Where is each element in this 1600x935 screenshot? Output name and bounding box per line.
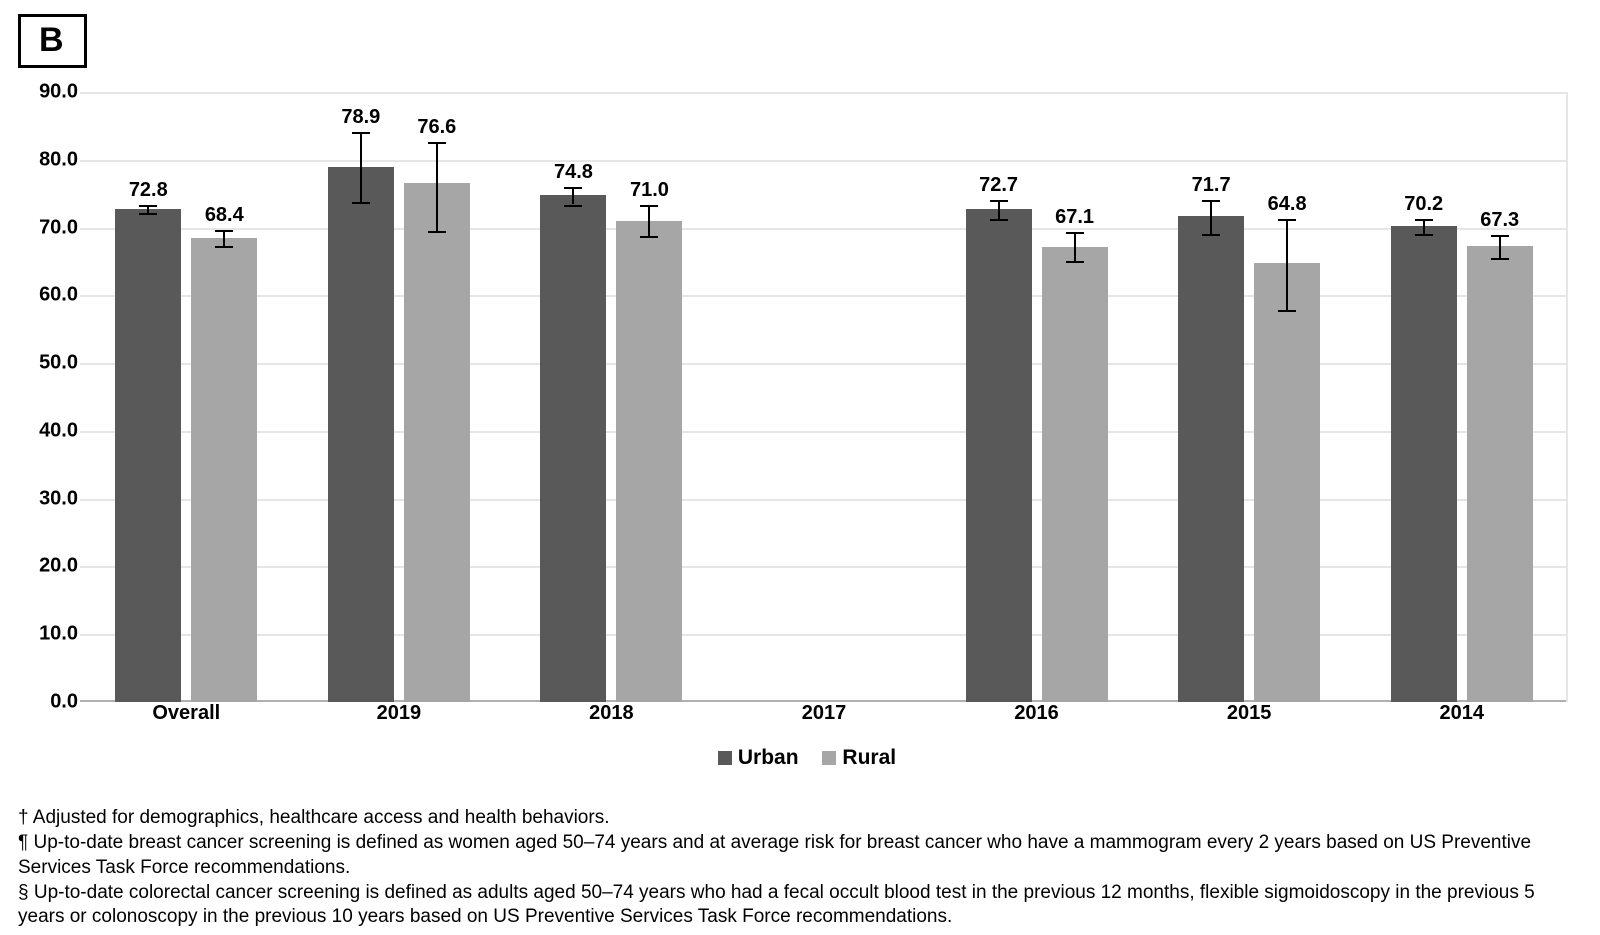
- y-tick-label: 0.0: [22, 691, 78, 714]
- error-cap: [139, 213, 157, 215]
- error-bar: [1286, 219, 1288, 310]
- bar-value-label: 71.0: [630, 179, 669, 202]
- bar-value-label: 67.1: [1055, 206, 1094, 229]
- y-tick-label: 40.0: [22, 419, 78, 442]
- bar-value-label: 64.8: [1268, 193, 1307, 216]
- error-cap: [215, 246, 233, 248]
- footnote-line: ¶ Up-to-date breast cancer screening is …: [18, 831, 1578, 880]
- bar-value-label: 72.7: [979, 174, 1018, 197]
- x-tick-label: 2015: [1227, 702, 1272, 725]
- y-tick-label: 80.0: [22, 148, 78, 171]
- error-cap: [1278, 310, 1296, 312]
- bar-rural: [1254, 263, 1320, 702]
- error-cap: [1491, 258, 1509, 260]
- footnote-line: § Up-to-date colorectal cancer screening…: [18, 881, 1578, 930]
- legend-swatch-rural: [822, 751, 836, 765]
- error-bar: [1423, 219, 1425, 234]
- error-cap: [1278, 219, 1296, 221]
- error-cap: [215, 230, 233, 232]
- footnotes: † Adjusted for demographics, healthcare …: [18, 806, 1578, 930]
- bar-rural: [404, 183, 470, 702]
- error-bar: [648, 205, 650, 236]
- gridline: [80, 634, 1566, 636]
- bar-rural: [191, 238, 257, 702]
- error-bar: [1499, 235, 1501, 258]
- error-bar: [223, 230, 225, 246]
- bar-value-label: 70.2: [1404, 193, 1443, 216]
- bar-urban: [1178, 216, 1244, 702]
- error-bar: [436, 142, 438, 231]
- screening-bar-chart: 72.8 68.4 78.9 76.6 74.8 71.0 72.7 67.1 71.7 64.8…: [18, 82, 1578, 802]
- gridline: [80, 92, 1566, 94]
- error-bar: [1210, 200, 1212, 233]
- gridline: [80, 363, 1566, 365]
- bar-rural: [1467, 246, 1533, 702]
- chart-legend: Urban Rural: [18, 746, 1578, 770]
- gridline: [80, 566, 1566, 568]
- error-cap: [1066, 232, 1084, 234]
- bar-value-label: 76.6: [417, 116, 456, 139]
- legend-swatch-urban: [718, 751, 732, 765]
- bar-urban: [1391, 226, 1457, 702]
- legend-label-urban: Urban: [738, 746, 799, 769]
- y-tick-label: 30.0: [22, 487, 78, 510]
- bar-urban: [966, 209, 1032, 702]
- error-cap: [1415, 219, 1433, 221]
- bar-rural: [616, 221, 682, 702]
- gridline: [80, 499, 1566, 501]
- bar-urban: [115, 209, 181, 702]
- error-bar: [572, 187, 574, 205]
- panel-letter-badge: B: [18, 14, 87, 68]
- error-cap: [564, 187, 582, 189]
- gridline: [80, 228, 1566, 230]
- error-cap: [352, 202, 370, 204]
- y-tick-label: 50.0: [22, 352, 78, 375]
- x-tick-label: Overall: [152, 702, 220, 725]
- bar-value-label: 68.4: [205, 204, 244, 227]
- x-tick-label: 2016: [1014, 702, 1059, 725]
- gridline: [80, 295, 1566, 297]
- error-bar: [1074, 232, 1076, 261]
- bar-urban: [540, 195, 606, 702]
- legend-label-rural: Rural: [842, 746, 896, 769]
- error-cap: [352, 132, 370, 134]
- bar-urban: [328, 167, 394, 702]
- x-tick-label: 2019: [377, 702, 422, 725]
- gridline: [80, 160, 1566, 162]
- error-cap: [428, 142, 446, 144]
- x-tick-label: 2018: [589, 702, 634, 725]
- error-cap: [640, 205, 658, 207]
- bar-value-label: 71.7: [1192, 174, 1231, 197]
- bar-value-label: 72.8: [129, 179, 168, 202]
- error-cap: [640, 236, 658, 238]
- error-cap: [990, 219, 1008, 221]
- chart-plot-area: 72.8 68.4 78.9 76.6 74.8 71.0 72.7 67.1 71.7 64.8…: [80, 92, 1568, 702]
- error-bar: [998, 200, 1000, 218]
- page: B 72.8 68.4 78.9 76.6 74.8 71.0 72.7 67.1 71.7 64…: [0, 0, 1600, 935]
- y-tick-label: 10.0: [22, 623, 78, 646]
- gridline: [80, 431, 1566, 433]
- error-cap: [1202, 200, 1220, 202]
- x-tick-label: 2014: [1439, 702, 1484, 725]
- y-tick-label: 70.0: [22, 216, 78, 239]
- error-cap: [428, 231, 446, 233]
- bar-value-label: 67.3: [1480, 209, 1519, 232]
- y-tick-label: 20.0: [22, 555, 78, 578]
- bar-rural: [1042, 247, 1108, 702]
- error-cap: [139, 205, 157, 207]
- footnote-line: † Adjusted for demographics, healthcare …: [18, 806, 1578, 830]
- bar-value-label: 74.8: [554, 161, 593, 184]
- error-bar: [360, 132, 362, 202]
- error-cap: [1066, 261, 1084, 263]
- error-cap: [564, 205, 582, 207]
- x-tick-label: 2017: [802, 702, 847, 725]
- bar-value-label: 78.9: [341, 106, 380, 129]
- y-tick-label: 90.0: [22, 81, 78, 104]
- error-cap: [990, 200, 1008, 202]
- y-tick-label: 60.0: [22, 284, 78, 307]
- error-cap: [1415, 234, 1433, 236]
- error-cap: [1491, 235, 1509, 237]
- error-cap: [1202, 234, 1220, 236]
